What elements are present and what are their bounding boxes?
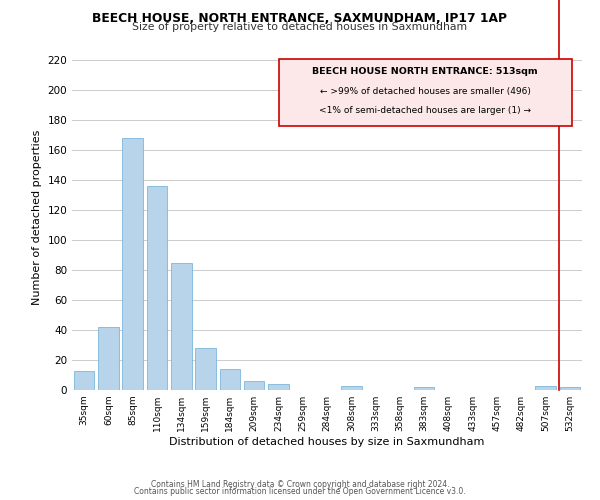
Y-axis label: Number of detached properties: Number of detached properties: [32, 130, 42, 305]
Bar: [220, 369, 240, 390]
Bar: [560, 387, 580, 390]
Bar: [74, 370, 94, 390]
FancyBboxPatch shape: [278, 59, 572, 126]
Bar: [171, 262, 191, 390]
Text: BEECH HOUSE NORTH ENTRANCE: 513sqm: BEECH HOUSE NORTH ENTRANCE: 513sqm: [313, 68, 538, 76]
Text: Contains public sector information licensed under the Open Government Licence v3: Contains public sector information licen…: [134, 487, 466, 496]
Bar: [268, 384, 289, 390]
Text: Contains HM Land Registry data © Crown copyright and database right 2024.: Contains HM Land Registry data © Crown c…: [151, 480, 449, 489]
Text: BEECH HOUSE, NORTH ENTRANCE, SAXMUNDHAM, IP17 1AP: BEECH HOUSE, NORTH ENTRANCE, SAXMUNDHAM,…: [92, 12, 508, 26]
Bar: [341, 386, 362, 390]
Bar: [244, 381, 265, 390]
Bar: [414, 387, 434, 390]
Text: <1% of semi-detached houses are larger (1) →: <1% of semi-detached houses are larger (…: [319, 106, 531, 116]
Bar: [122, 138, 143, 390]
Bar: [195, 348, 216, 390]
Bar: [535, 386, 556, 390]
Text: ← >99% of detached houses are smaller (496): ← >99% of detached houses are smaller (4…: [320, 87, 530, 96]
Title: BEECH HOUSE, NORTH ENTRANCE, SAXMUNDHAM, IP17 1AP
Size of property relative to d: BEECH HOUSE, NORTH ENTRANCE, SAXMUNDHAM,…: [0, 499, 1, 500]
Bar: [146, 186, 167, 390]
Text: Size of property relative to detached houses in Saxmundham: Size of property relative to detached ho…: [133, 22, 467, 32]
X-axis label: Distribution of detached houses by size in Saxmundham: Distribution of detached houses by size …: [169, 437, 485, 447]
Bar: [98, 327, 119, 390]
